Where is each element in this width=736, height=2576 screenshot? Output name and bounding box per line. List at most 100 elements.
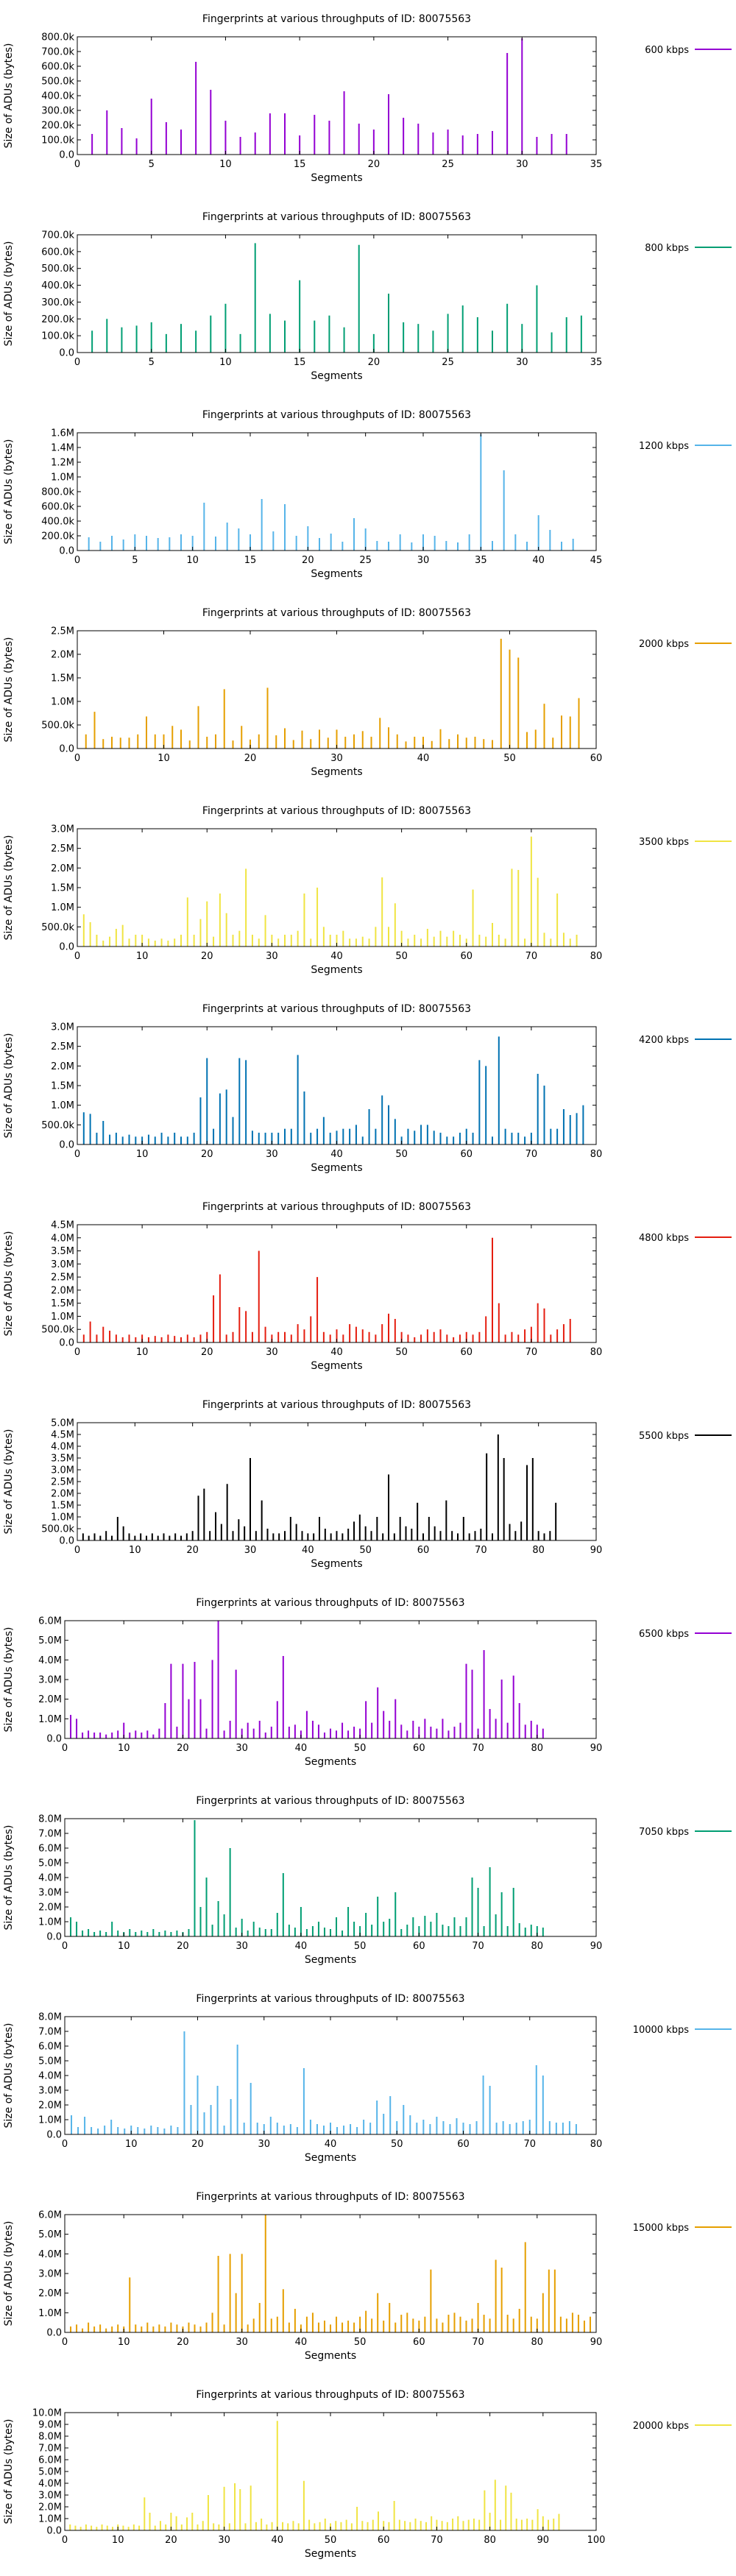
y-tick-label: 1.0M bbox=[51, 1100, 74, 1111]
x-tick-label: 10 bbox=[125, 2139, 138, 2150]
y-tick-label: 5.0M bbox=[51, 1418, 74, 1429]
y-tick-label: 5.0M bbox=[38, 2467, 62, 2478]
x-tick-label: 80 bbox=[590, 1149, 603, 1160]
legend-label: 4200 kbps bbox=[639, 1035, 689, 1046]
x-tick-label: 70 bbox=[431, 2535, 443, 2546]
x-tick-label: 60 bbox=[417, 1545, 430, 1556]
x-tick-label: 0 bbox=[74, 159, 80, 170]
y-tick-label: 100.0k bbox=[41, 331, 74, 342]
x-tick-label: 100 bbox=[587, 2535, 606, 2546]
legend-label: 2000 kbps bbox=[639, 639, 689, 650]
x-tick-label: 35 bbox=[590, 357, 603, 368]
x-tick-label: 15 bbox=[294, 159, 306, 170]
x-tick-label: 20 bbox=[177, 1743, 189, 1754]
x-tick-label: 20 bbox=[368, 159, 381, 170]
x-tick-label: 30 bbox=[330, 753, 343, 764]
x-tick-label: 0 bbox=[74, 951, 80, 962]
y-tick-label: 300.0k bbox=[41, 106, 74, 117]
y-tick-label: 6.0M bbox=[38, 2210, 62, 2221]
y-tick-label: 500.0k bbox=[41, 1120, 74, 1131]
x-tick-label: 30 bbox=[236, 2337, 248, 2348]
y-tick-label: 0.0 bbox=[46, 1932, 62, 1943]
y-tick-label: 600.0k bbox=[41, 247, 74, 258]
y-tick-label: 1.6M bbox=[51, 428, 74, 439]
x-tick-label: 5 bbox=[149, 159, 155, 170]
x-tick-label: 0 bbox=[62, 1941, 68, 1952]
y-tick-label: 3.0M bbox=[38, 1888, 62, 1899]
x-axis-label: Segments bbox=[311, 568, 362, 580]
x-axis-label: Segments bbox=[305, 2548, 356, 2560]
y-tick-label: 2.5M bbox=[51, 1273, 74, 1284]
x-tick-label: 50 bbox=[325, 2535, 337, 2546]
chart-title: Fingerprints at various throughputs of I… bbox=[196, 1993, 464, 2005]
y-axis-label: Size of ADUs (bytes) bbox=[3, 1825, 15, 1931]
y-tick-label: 2.5M bbox=[51, 843, 74, 854]
x-tick-label: 30 bbox=[236, 1743, 248, 1754]
y-tick-label: 1.5M bbox=[51, 1081, 74, 1092]
y-tick-label: 2.0M bbox=[51, 863, 74, 874]
y-tick-label: 10.0M bbox=[32, 2408, 62, 2419]
y-tick-label: 4.0M bbox=[38, 2479, 62, 2490]
y-axis-label: Size of ADUs (bytes) bbox=[3, 241, 15, 347]
y-tick-label: 1.5M bbox=[51, 1501, 74, 1512]
bar-series bbox=[70, 1621, 544, 1738]
y-tick-label: 0.0 bbox=[59, 942, 74, 953]
bar-series bbox=[91, 38, 567, 155]
x-tick-label: 0 bbox=[62, 2535, 68, 2546]
y-tick-label: 500.0k bbox=[41, 77, 74, 88]
x-tick-label: 30 bbox=[266, 1347, 278, 1358]
x-axis-label: Segments bbox=[311, 1558, 362, 1570]
y-tick-label: 3.0M bbox=[51, 1022, 74, 1033]
chart-panel-11: Fingerprints at various throughputs of I… bbox=[3, 1993, 732, 2164]
y-tick-label: 200.0k bbox=[41, 531, 74, 542]
x-tick-label: 10 bbox=[219, 357, 232, 368]
x-tick-label: 80 bbox=[532, 1545, 545, 1556]
y-tick-label: 7.0M bbox=[38, 1829, 62, 1840]
x-tick-label: 10 bbox=[118, 2337, 130, 2348]
y-tick-label: 6.0M bbox=[38, 1844, 62, 1855]
chart-panel-6: Fingerprints at various throughputs of I… bbox=[3, 1003, 732, 1174]
x-tick-label: 60 bbox=[460, 1149, 473, 1160]
x-tick-label: 20 bbox=[177, 1941, 189, 1952]
chart-panel-4: Fingerprints at various throughputs of I… bbox=[3, 607, 732, 778]
y-tick-label: 800.0k bbox=[41, 32, 74, 43]
y-tick-label: 3.0M bbox=[51, 824, 74, 835]
y-tick-label: 2.5M bbox=[51, 1477, 74, 1488]
plot-frame bbox=[64, 1818, 597, 1937]
x-tick-label: 70 bbox=[526, 1347, 538, 1358]
y-tick-label: 4.0M bbox=[51, 1233, 74, 1244]
chart-title: Fingerprints at various throughputs of I… bbox=[202, 607, 471, 619]
bar-series bbox=[70, 2215, 591, 2332]
y-tick-label: 1.4M bbox=[51, 443, 74, 454]
chart-title: Fingerprints at various throughputs of I… bbox=[196, 1795, 464, 1807]
x-tick-label: 30 bbox=[218, 2535, 230, 2546]
y-tick-label: 0.0 bbox=[59, 150, 74, 161]
x-tick-label: 30 bbox=[266, 951, 278, 962]
x-tick-label: 0 bbox=[74, 1545, 80, 1556]
x-tick-label: 70 bbox=[475, 1545, 487, 1556]
y-tick-label: 1.0M bbox=[51, 473, 74, 484]
x-tick-label: 40 bbox=[295, 1743, 308, 1754]
y-axis-label: Size of ADUs (bytes) bbox=[3, 637, 15, 743]
y-tick-label: 1.0M bbox=[51, 697, 74, 708]
bar-series bbox=[88, 434, 574, 551]
x-tick-label: 10 bbox=[118, 1743, 130, 1754]
x-tick-label: 0 bbox=[74, 357, 80, 368]
y-tick-label: 2.0M bbox=[38, 2502, 62, 2513]
y-tick-label: 2.0M bbox=[51, 1489, 74, 1500]
x-tick-label: 35 bbox=[590, 159, 603, 170]
x-axis-label: Segments bbox=[305, 2350, 356, 2362]
x-tick-label: 70 bbox=[472, 2337, 484, 2348]
x-tick-label: 80 bbox=[531, 2337, 544, 2348]
x-axis-label: Segments bbox=[311, 1162, 362, 1174]
x-tick-label: 10 bbox=[118, 1941, 130, 1952]
y-tick-label: 3.0M bbox=[38, 2269, 62, 2280]
y-tick-label: 5.0M bbox=[38, 1635, 62, 1646]
y-tick-label: 1.5M bbox=[51, 673, 74, 684]
y-tick-label: 1.0M bbox=[38, 2308, 62, 2319]
legend-label: 6500 kbps bbox=[639, 1629, 689, 1640]
y-tick-label: 700.0k bbox=[41, 230, 74, 241]
x-tick-label: 20 bbox=[201, 1149, 213, 1160]
x-tick-label: 20 bbox=[244, 753, 257, 764]
